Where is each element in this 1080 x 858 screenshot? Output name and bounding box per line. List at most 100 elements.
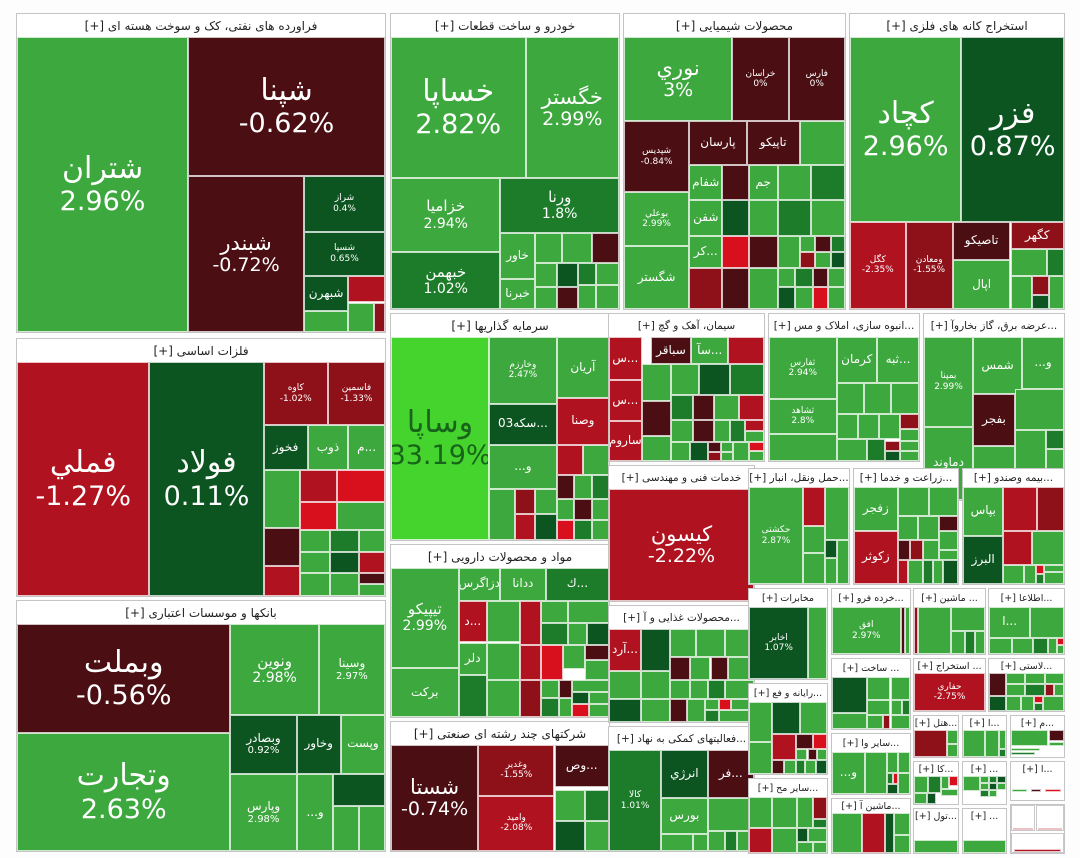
stock-tile[interactable] — [554, 789, 586, 822]
stock-tile-pharma-3[interactable]: ددانا — [500, 568, 546, 601]
stock-tile-multi-industry-0[interactable]: شستا -0.74% — [391, 745, 479, 851]
stock-tile[interactable] — [825, 540, 837, 558]
stock-tile-basic-metals-6[interactable]: ...م — [348, 425, 385, 470]
stock-tile-other-financial-0[interactable]: و... — [832, 752, 865, 794]
stock-tile[interactable] — [337, 502, 385, 531]
stock-tile[interactable] — [799, 251, 816, 269]
stock-tile[interactable] — [897, 540, 911, 560]
stock-tile[interactable] — [943, 559, 958, 584]
stock-tile[interactable] — [772, 702, 800, 735]
stock-tile[interactable] — [897, 487, 929, 517]
stock-tile-chemicals-19[interactable]: ...کر — [689, 235, 723, 269]
sector-title-other-financial[interactable]: ...سایر وا [+] — [842, 737, 900, 749]
stock-tile[interactable] — [812, 268, 829, 288]
stock-tile[interactable] — [671, 364, 699, 396]
sector-title-fabricated-metal[interactable]: ... ساخت [+] — [842, 662, 900, 674]
stock-tile[interactable] — [729, 364, 764, 396]
sector-title-mini-dots1[interactable]: ... [+] — [970, 763, 999, 775]
stock-tile[interactable] — [997, 776, 1006, 783]
stock-tile[interactable] — [812, 287, 829, 309]
stock-tile[interactable] — [671, 395, 693, 421]
stock-tile[interactable] — [914, 792, 928, 804]
stock-tile-basic-metals-5[interactable]: ذوب — [307, 425, 349, 470]
stock-tile-real-estate-3[interactable]: ثشاهد 2.8% — [769, 399, 837, 434]
stock-tile[interactable] — [359, 805, 385, 851]
stock-tile[interactable] — [772, 734, 796, 760]
stock-tile[interactable] — [708, 442, 721, 453]
stock-tile[interactable] — [886, 783, 898, 794]
stock-tile-oil-4[interactable]: شسپا 0.65% — [304, 231, 385, 276]
stock-tile[interactable] — [894, 835, 910, 853]
stock-tile[interactable] — [556, 499, 575, 520]
stock-tile[interactable] — [1011, 751, 1035, 755]
stock-tile[interactable] — [348, 302, 374, 332]
stock-tile[interactable] — [864, 752, 887, 794]
stock-tile-banks-3[interactable]: وسینا 2.97% — [318, 624, 385, 715]
stock-tile-real-estate-0[interactable]: ثفارس 2.94% — [769, 337, 837, 399]
stock-tile[interactable] — [812, 819, 827, 828]
stock-tile[interactable] — [1049, 742, 1064, 747]
stock-tile[interactable] — [690, 680, 708, 699]
stock-tile-chemicals-1[interactable]: خراسان 0% — [732, 37, 789, 122]
stock-tile[interactable] — [863, 382, 891, 414]
stock-tile[interactable] — [927, 792, 936, 804]
stock-tile[interactable] — [975, 631, 985, 654]
stock-tile[interactable] — [720, 442, 733, 453]
stock-tile-pharma-4[interactable]: ...ك — [545, 568, 609, 601]
stock-tile[interactable] — [359, 530, 385, 552]
stock-tile-banks-8[interactable]: و... — [296, 773, 334, 851]
stock-tile[interactable] — [596, 262, 619, 285]
stock-tile[interactable] — [486, 642, 520, 680]
stock-tile[interactable] — [922, 559, 934, 584]
sector-title-machinery-a[interactable]: ...ماشین آ [+] — [841, 800, 901, 812]
stock-tile[interactable] — [1005, 684, 1025, 696]
stock-tile-retail-0[interactable]: افق 2.97% — [832, 607, 901, 654]
stock-tile[interactable] — [359, 584, 385, 596]
stock-tile[interactable] — [556, 519, 575, 540]
stock-tile[interactable] — [519, 600, 542, 646]
stock-tile[interactable] — [519, 645, 542, 680]
stock-tile[interactable] — [585, 645, 609, 661]
stock-tile-financial-aux-2[interactable]: ...فر — [707, 750, 754, 799]
stock-tile[interactable] — [812, 841, 827, 853]
stock-tile-insurance-1[interactable]: البرز — [963, 535, 1004, 584]
stock-tile[interactable] — [799, 235, 816, 252]
stock-tile[interactable] — [947, 730, 958, 744]
stock-tile-oil-1[interactable]: شپنا -0.62% — [188, 37, 385, 176]
stock-tile[interactable] — [828, 287, 845, 309]
stock-tile[interactable] — [899, 413, 919, 429]
stock-tile[interactable] — [1053, 684, 1064, 696]
stock-tile-oil-5[interactable]: شبهرن — [304, 275, 349, 312]
stock-tile[interactable] — [1046, 249, 1064, 277]
stock-tile[interactable] — [589, 691, 609, 704]
stock-tile-mining-other-0[interactable]: حفاري -2.75% — [914, 673, 985, 711]
stock-tile[interactable] — [669, 698, 688, 722]
stock-tile[interactable] — [669, 656, 691, 681]
stock-tile[interactable] — [1005, 673, 1025, 685]
stock-tile[interactable] — [939, 550, 958, 560]
stock-tile-metal-ores-6[interactable]: کگهر — [1010, 221, 1064, 250]
stock-tile-transport-0[interactable]: حکشتی 2.87% — [749, 487, 803, 584]
stock-tile[interactable] — [329, 530, 360, 552]
stock-tile[interactable] — [300, 469, 338, 503]
stock-tile[interactable] — [574, 499, 592, 520]
stock-tile[interactable] — [728, 337, 764, 365]
stock-tile[interactable] — [899, 451, 919, 461]
stock-tile[interactable] — [805, 759, 817, 774]
sector-title-mini-m[interactable]: ...م [+] — [1020, 717, 1055, 729]
stock-tile[interactable] — [1003, 564, 1024, 584]
stock-tile[interactable] — [689, 442, 709, 461]
sector-title-multi-industry[interactable]: شرکتهای چند رشته ای صنعتی [+] — [413, 726, 587, 741]
stock-tile[interactable] — [1035, 564, 1044, 575]
stock-tile[interactable] — [886, 752, 898, 773]
stock-tile[interactable] — [337, 469, 385, 503]
stock-tile[interactable] — [890, 382, 919, 414]
stock-tile-auto-2[interactable]: خزامیا 2.94% — [391, 178, 501, 252]
stock-tile-financial-aux-0[interactable]: کالا 1.01% — [609, 750, 662, 851]
stock-tile[interactable] — [300, 530, 330, 552]
stock-tile[interactable] — [795, 287, 813, 309]
stock-tile[interactable] — [914, 730, 947, 757]
stock-tile[interactable] — [797, 797, 813, 828]
sector-title-cement[interactable]: سیمان، آهک و گچ [+] — [637, 319, 736, 332]
stock-tile[interactable] — [333, 805, 360, 851]
